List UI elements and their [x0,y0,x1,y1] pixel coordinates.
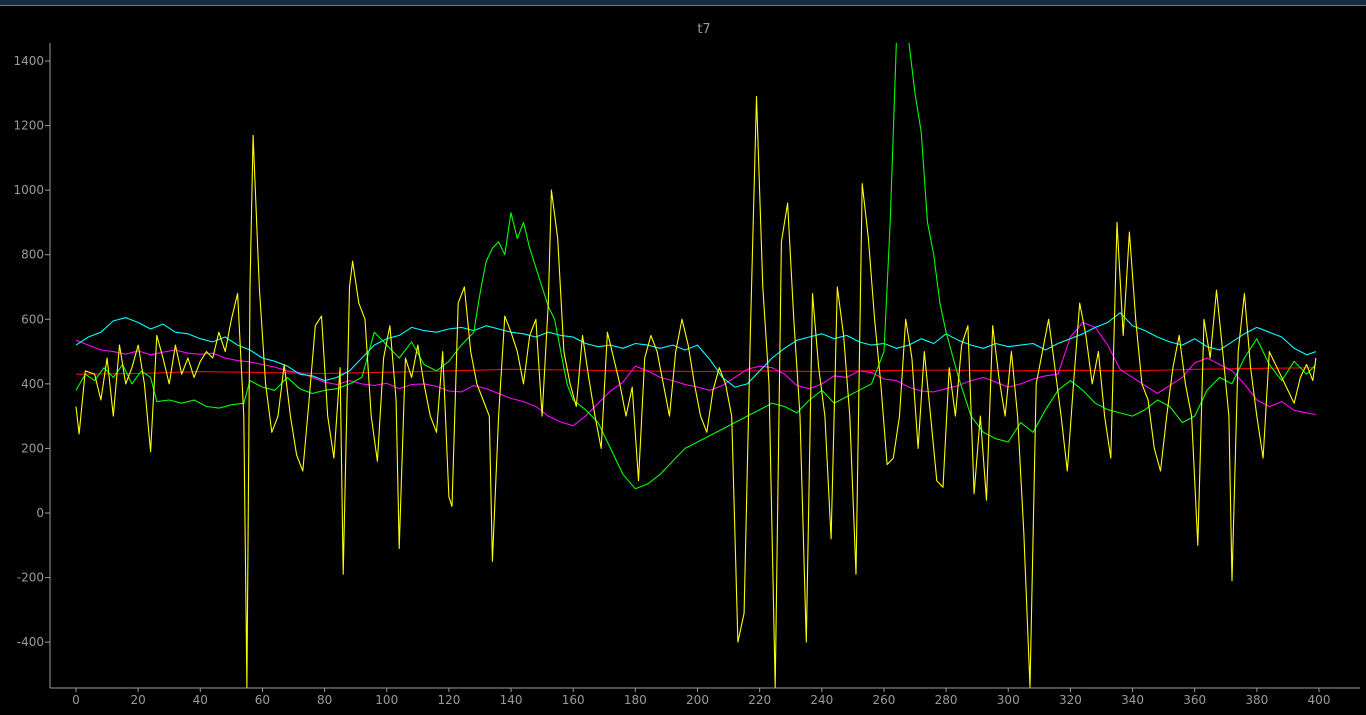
y-tick-label: 400 [21,377,44,391]
x-axis-ticks: 0 20 40 60 80 100 120 140 160 180 200 220 240 260 280 3… [72,688,1330,707]
x-tick-label: 300 [997,693,1020,707]
x-tick-label: 380 [1245,693,1268,707]
x-tick-label: 280 [935,693,958,707]
x-tick-label: 400 [1308,693,1331,707]
x-tick-label: 180 [624,693,647,707]
y-tick-label: -200 [17,571,44,585]
y-tick-label: 600 [21,312,44,326]
y-tick-label: 1000 [13,183,44,197]
x-tick-label: 120 [437,693,460,707]
x-tick-label: 140 [500,693,523,707]
x-tick-label: 220 [748,693,771,707]
series-line-2 [75,312,1317,388]
y-axis-ticks: -400 -200 0 200 400 600 800 1000 1200 1400 [13,54,50,649]
chart-title: t7 [697,22,710,37]
x-tick-label: 240 [810,693,833,707]
x-tick-label: 360 [1183,693,1206,707]
x-tick-label: 340 [1121,693,1144,707]
series-line-1 [75,321,1316,427]
y-tick-label: 0 [36,506,44,520]
x-tick-label: 20 [131,693,146,707]
x-tick-label: 40 [193,693,208,707]
x-tick-label: 160 [562,693,585,707]
series-line-0 [75,367,1316,375]
x-tick-label: 200 [686,693,709,707]
x-tick-label: 0 [72,693,80,707]
series-line-4 [75,95,1317,688]
x-tick-label: 320 [1059,693,1082,707]
x-tick-label: 80 [317,693,332,707]
y-tick-label: 800 [21,248,44,262]
y-tick-label: 1400 [13,54,44,68]
x-tick-label: 60 [255,693,270,707]
series-layer [75,43,1317,688]
window-top-bar [0,0,1366,6]
x-tick-label: 260 [872,693,895,707]
x-tick-label: 100 [375,693,398,707]
y-tick-label: -400 [17,635,44,649]
y-tick-label: 200 [21,441,44,455]
series-line-3 [75,43,1317,490]
y-tick-label: 1200 [13,119,44,133]
chart-axes [49,43,1360,689]
